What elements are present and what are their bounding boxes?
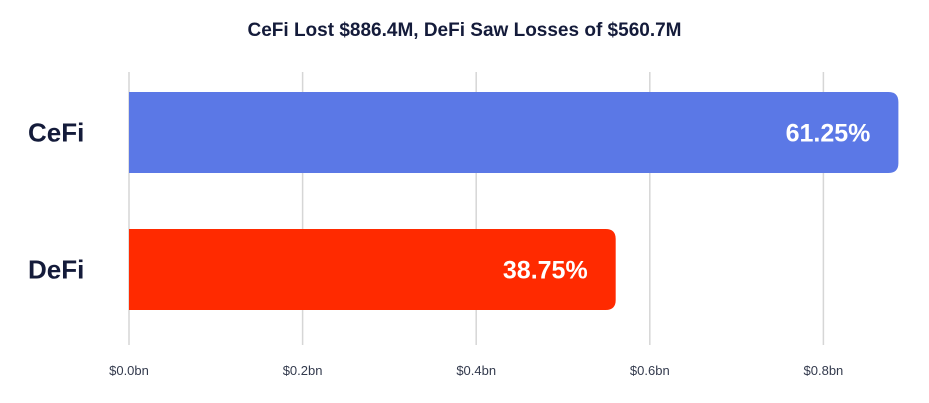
chart-title: CeFi Lost $886.4M, DeFi Saw Losses of $5… — [247, 20, 682, 41]
x-tick-label: $0.0bn — [109, 363, 149, 378]
bar-defi — [129, 229, 616, 310]
x-tick-labels: $0.0bn $0.2bn $0.4bn $0.6bn $0.8bn — [109, 363, 843, 378]
x-tick-label: $0.8bn — [804, 363, 844, 378]
category-label: CeFi — [28, 118, 84, 148]
bar-value-label: 61.25% — [786, 120, 871, 148]
x-tick-label: $0.2bn — [283, 363, 323, 378]
x-tick-label: $0.6bn — [630, 363, 670, 378]
x-tick-label: $0.4bn — [456, 363, 496, 378]
bars: 61.25% 38.75% — [129, 92, 899, 310]
category-label: DeFi — [28, 255, 84, 285]
bar-value-label: 38.75% — [503, 257, 588, 285]
category-labels: CeFi DeFi — [28, 118, 84, 285]
bar-cefi — [129, 92, 899, 173]
